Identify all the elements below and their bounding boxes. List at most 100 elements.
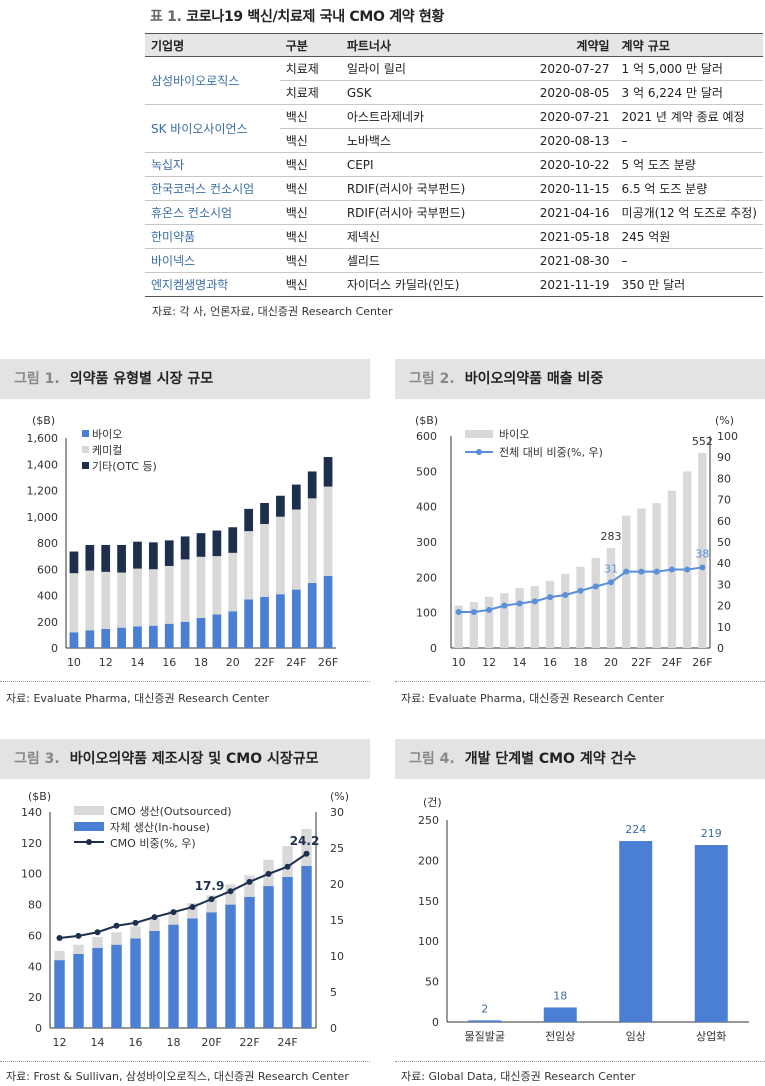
fig2-bar-bio [682, 471, 692, 648]
type-cell: 백신 [279, 128, 341, 153]
fig2-right-tick-label: 40 [717, 557, 731, 570]
fig4-data-label: 224 [625, 823, 646, 836]
fig2-bar-bio [484, 596, 494, 648]
fig1-bar-chemical [148, 569, 158, 626]
table-row: 엔지켐생명과학 백신 자이더스 카딜라(인도) 2021-11-19 350 만… [145, 272, 763, 297]
fig1-chart: ($B) 0 200 400 600 800 1,000 1,200 1,400 1,600 10 1… [27, 414, 339, 669]
partner-cell: GSK [340, 80, 516, 105]
fig3-left-tick-label: 100 [21, 868, 42, 881]
partner-cell: 셀리드 [340, 248, 516, 273]
table-row: 치료제 GSK 2020-08-05 3 억 6,224 만 달러 [145, 80, 763, 105]
type-cell: 백신 [279, 200, 341, 225]
fig2-left-tick-label: 300 [416, 536, 437, 549]
fig1-bar-bio [212, 614, 222, 648]
fig1-bar-other [307, 471, 317, 499]
fig4-x-tick-label: 임상 [626, 1030, 646, 1043]
type-cell: 백신 [279, 152, 341, 177]
fig2-bar-bio [591, 557, 600, 648]
fig3-number: 그림 3. [14, 751, 60, 767]
type-cell: 백신 [279, 224, 341, 249]
type-cell: 백신 [279, 104, 341, 129]
fig1-legend-label: 케미컬 [92, 444, 122, 457]
fig2-legend-bar-label: 바이오 [499, 428, 529, 441]
company-cell: 한미약품 [145, 224, 280, 249]
fig2-x-tick-label: 26F [692, 656, 712, 669]
fig2-left-tick-label: 0 [430, 642, 437, 655]
fig2-x-tick-label: 22F [631, 656, 651, 669]
fig3-cmo-share-point [56, 935, 63, 941]
fig1-bar-bio [101, 628, 111, 648]
fig1-y-tick-label: 1,400 [27, 458, 59, 471]
fig3-left-tick-label: 140 [21, 806, 42, 819]
size-cell: 1 억 5,000 만 달러 [615, 56, 763, 81]
fig2-bar-bio [500, 593, 509, 648]
fig1-bar-bio [244, 599, 254, 648]
type-cell: 치료제 [279, 80, 341, 105]
table-row: SK 바이오사이언스 백신 아스트라제네카 2020-07-21 2021 년 … [145, 104, 763, 153]
fig1-x-tick-label: 26F [318, 656, 338, 669]
fig2-share-point [607, 579, 614, 586]
fig4-y-tick-label: 0 [432, 1016, 439, 1029]
fig1-bar-bio [133, 626, 142, 648]
fig2-data-label: 31 [604, 562, 618, 575]
fig2-x-tick-label: 12 [482, 656, 496, 669]
fig4-header: 그림 4. 개발 단계별 CMO 계약 건수 [395, 739, 765, 779]
fig2-share-point [516, 600, 523, 607]
fig2-left-tick-label: 400 [416, 501, 437, 514]
fig3-cmo-share-point [94, 929, 101, 936]
fig2-bar-bio [622, 515, 631, 648]
company-cell: 녹십자 [145, 152, 280, 177]
fig3-right-tick-label: 10 [330, 950, 344, 963]
fig2-bar-bio [652, 503, 661, 648]
header-company: 기업명 [145, 33, 280, 57]
fig1-bar-bio [291, 589, 301, 648]
fig2-right-tick-label: 80 [717, 472, 731, 485]
table-caption: 표 1. 코로나19 백신/치료제 국내 CMO 계약 현황 [150, 6, 444, 26]
company-cell: 휴온스 컨소시엄 [145, 200, 280, 225]
fig2-share-point [638, 568, 645, 575]
fig2-x-tick-label: 20 [604, 656, 618, 669]
fig3-bar-inhouse [244, 896, 255, 1028]
fig3-cmo-share-point [246, 878, 253, 885]
fig1-x-tick-label: 24F [286, 656, 306, 669]
fig3-data-label: 24.2 [290, 834, 320, 848]
fig3-left-tick-label: 40 [28, 960, 42, 973]
fig2-bar-bio [545, 580, 555, 648]
fig3-legend-label: CMO 비중(%, 우) [110, 837, 196, 850]
fig2-legend-line-marker [476, 449, 482, 455]
fig4-y-tick-label: 200 [418, 854, 439, 867]
fig2-right-tick-label: 100 [717, 430, 738, 443]
fig1-bar-chemical [196, 556, 206, 618]
fig1-bar-other [69, 551, 79, 574]
fig3-title: 바이오의약품 제조시장 및 CMO 시장규모 [69, 751, 319, 767]
partner-cell: RDIF(러시아 국부펀드) [340, 176, 516, 201]
size-cell: 6.5 억 도즈 분량 [615, 176, 763, 201]
header-size: 계약 규모 [615, 33, 763, 57]
fig1-bar-chemical [69, 573, 79, 633]
fig3-data-label: 17.9 [195, 879, 225, 893]
fig4-bar [694, 845, 728, 1022]
fig3-bar-outsourced [54, 950, 65, 961]
fig2-x-tick-label: 10 [452, 656, 466, 669]
fig2-bar-bio [515, 587, 524, 648]
fig3-bar-inhouse [111, 944, 122, 1028]
date-cell: 2020-07-27 [515, 56, 616, 81]
date-cell: 2021-08-30 [515, 248, 616, 273]
fig2-bar-bio [469, 602, 479, 648]
fig2-chart: ($B) (%) 0 100 200 300 400 500 600 0 10 20 30 40 50 60 7… [415, 414, 738, 669]
company-cell: 삼성바이오로직스 [145, 56, 280, 105]
fig2-right-tick-label: 10 [717, 621, 731, 634]
fig3-cmo-share-point [151, 914, 158, 921]
fig2-share-point [455, 608, 462, 615]
fig3-x-tick-label: 14 [91, 1036, 105, 1049]
fig3-right-tick-label: 25 [330, 842, 344, 855]
fig1-bar-chemical [244, 531, 254, 600]
fig1-y-tick-label: 0 [51, 642, 58, 655]
fig3-right-tick-label: 15 [330, 914, 344, 927]
table-row: 한미약품 백신 제넥신 2021-05-18 245 억원 [145, 224, 763, 249]
fig4-bar [543, 1007, 577, 1022]
fig2-left-unit: ($B) [415, 414, 438, 427]
date-cell: 2020-11-15 [515, 176, 616, 201]
fig3-cmo-share-point [303, 850, 310, 857]
fig1-x-tick-label: 10 [67, 656, 81, 669]
